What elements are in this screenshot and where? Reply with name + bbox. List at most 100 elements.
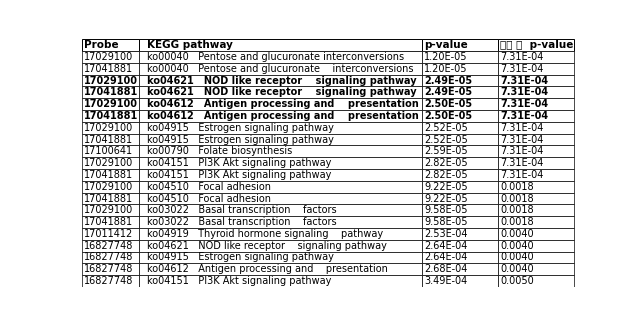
Bar — [82, 157, 139, 169]
Text: 17041881: 17041881 — [84, 64, 133, 74]
Text: 17029100: 17029100 — [84, 205, 134, 215]
Bar — [498, 134, 574, 145]
Bar — [139, 204, 422, 216]
Text: ko00040   Pentose and glucuronate interconversions: ko00040 Pentose and glucuronate intercon… — [148, 52, 404, 62]
Text: ko00790   Folate biosynthesis: ko00790 Folate biosynthesis — [148, 146, 293, 156]
Text: 7.31E-04: 7.31E-04 — [500, 146, 544, 156]
Text: KEGG pathway: KEGG pathway — [148, 40, 233, 50]
Bar — [422, 252, 498, 263]
Text: 17100641: 17100641 — [84, 146, 133, 156]
Text: ko04612   Antigen processing and    presentation: ko04612 Antigen processing and presentat… — [148, 264, 389, 274]
Bar — [82, 193, 139, 204]
Text: 17041881: 17041881 — [84, 87, 138, 97]
Bar — [422, 87, 498, 98]
Text: 0.0040: 0.0040 — [500, 241, 534, 251]
Bar — [82, 122, 139, 134]
Bar — [422, 204, 498, 216]
Text: 0.0018: 0.0018 — [500, 205, 534, 215]
Bar — [82, 75, 139, 87]
Bar — [139, 169, 422, 181]
Text: 7.31E-04: 7.31E-04 — [500, 134, 544, 144]
Bar — [82, 63, 139, 75]
Text: ko04510   Focal adhesion: ko04510 Focal adhesion — [148, 193, 272, 203]
Bar — [139, 63, 422, 75]
Text: 2.53E-04: 2.53E-04 — [424, 229, 468, 239]
Bar — [498, 263, 574, 275]
Bar — [498, 39, 574, 51]
Bar — [422, 181, 498, 193]
Text: 보정 후  p-value: 보정 후 p-value — [500, 40, 574, 50]
Bar — [422, 169, 498, 181]
Text: 2.52E-05: 2.52E-05 — [424, 134, 468, 144]
Text: 0.0040: 0.0040 — [500, 264, 534, 274]
Text: 17041881: 17041881 — [84, 170, 133, 180]
Text: 9.22E-05: 9.22E-05 — [424, 182, 468, 192]
Text: ko03022   Basal transcription    factors: ko03022 Basal transcription factors — [148, 205, 337, 215]
Text: 17041881: 17041881 — [84, 217, 133, 227]
Text: 17041881: 17041881 — [84, 134, 133, 144]
Text: 7.31E-04: 7.31E-04 — [500, 52, 544, 62]
Bar — [498, 193, 574, 204]
Bar — [422, 63, 498, 75]
Bar — [498, 216, 574, 228]
Bar — [422, 134, 498, 145]
Text: 1.20E-05: 1.20E-05 — [424, 64, 468, 74]
Text: 2.50E-05: 2.50E-05 — [424, 99, 472, 109]
Bar — [422, 39, 498, 51]
Bar — [498, 228, 574, 240]
Bar — [422, 110, 498, 122]
Bar — [82, 275, 139, 287]
Text: 2.50E-05: 2.50E-05 — [424, 111, 472, 121]
Bar — [422, 240, 498, 252]
Bar — [498, 51, 574, 63]
Bar — [82, 145, 139, 157]
Text: ko00040   Pentose and glucuronate    interconversions: ko00040 Pentose and glucuronate intercon… — [148, 64, 414, 74]
Text: 2.82E-05: 2.82E-05 — [424, 170, 468, 180]
Bar — [422, 228, 498, 240]
Bar — [422, 263, 498, 275]
Text: 2.52E-05: 2.52E-05 — [424, 123, 468, 133]
Bar — [139, 181, 422, 193]
Text: 0.0040: 0.0040 — [500, 229, 534, 239]
Bar — [139, 39, 422, 51]
Bar — [82, 204, 139, 216]
Text: 0.0040: 0.0040 — [500, 253, 534, 263]
Text: 17029100: 17029100 — [84, 52, 134, 62]
Bar — [498, 145, 574, 157]
Text: ko04621   NOD like receptor    signaling pathway: ko04621 NOD like receptor signaling path… — [148, 76, 417, 86]
Text: 3.49E-04: 3.49E-04 — [424, 276, 467, 286]
Text: 17029100: 17029100 — [84, 99, 138, 109]
Bar — [498, 169, 574, 181]
Bar — [139, 51, 422, 63]
Bar — [498, 98, 574, 110]
Text: Probe: Probe — [84, 40, 119, 50]
Bar — [139, 122, 422, 134]
Text: 7.31E-04: 7.31E-04 — [500, 123, 544, 133]
Bar — [82, 263, 139, 275]
Text: ko04915   Estrogen signaling pathway: ko04915 Estrogen signaling pathway — [148, 253, 334, 263]
Text: 2.49E-05: 2.49E-05 — [424, 87, 472, 97]
Bar — [139, 252, 422, 263]
Text: 16827748: 16827748 — [84, 241, 134, 251]
Bar — [422, 193, 498, 204]
Text: ko04151   PI3K Akt signaling pathway: ko04151 PI3K Akt signaling pathway — [148, 276, 332, 286]
Bar — [139, 87, 422, 98]
Bar — [139, 145, 422, 157]
Text: 17029100: 17029100 — [84, 182, 134, 192]
Text: 7.31E-04: 7.31E-04 — [500, 158, 544, 168]
Text: 17041881: 17041881 — [84, 193, 133, 203]
Bar — [498, 75, 574, 87]
Bar — [498, 110, 574, 122]
Bar — [498, 181, 574, 193]
Bar — [82, 134, 139, 145]
Text: ko04919   Thyroid hormone signaling    pathway: ko04919 Thyroid hormone signaling pathwa… — [148, 229, 383, 239]
Bar — [498, 252, 574, 263]
Text: 7.31E-04: 7.31E-04 — [500, 170, 544, 180]
Bar — [139, 157, 422, 169]
Text: 2.49E-05: 2.49E-05 — [424, 76, 472, 86]
Text: 0.0018: 0.0018 — [500, 182, 534, 192]
Bar — [498, 63, 574, 75]
Bar — [82, 98, 139, 110]
Bar — [498, 240, 574, 252]
Bar — [422, 157, 498, 169]
